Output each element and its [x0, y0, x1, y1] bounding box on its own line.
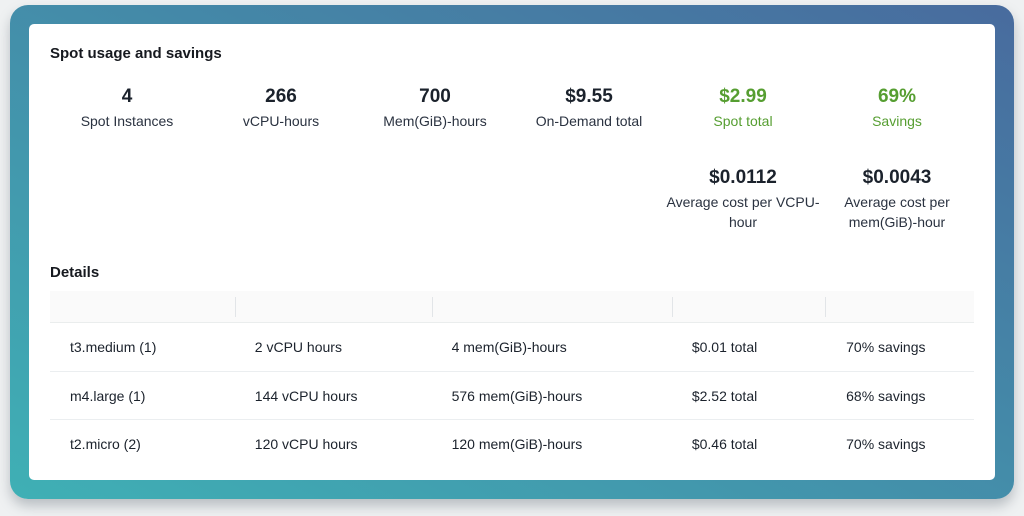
stat-label: Spot Instances: [80, 113, 174, 129]
column-divider: [431, 297, 433, 317]
cell-instance-type: t2.micro (2): [70, 435, 141, 452]
column-divider: [825, 297, 827, 317]
stat-label: Average cost per mem(GiB)-hour: [844, 194, 950, 230]
stat-spot-instances: 4 Spot Instances: [50, 84, 204, 131]
stat-vcpu-hours: 266 vCPU-hours: [204, 84, 358, 131]
stat-spot-total: $2.99 Spot total: [666, 84, 820, 131]
cell-savings: 70% savings: [846, 435, 926, 452]
spot-savings-panel: Spot usage and savings 4 Spot Instances …: [10, 5, 1014, 499]
cell-vcpu-hours: 120 vCPU hours: [254, 435, 358, 452]
panel-title: Spot usage and savings: [50, 45, 222, 62]
cell-instance-type: m4.large (1): [70, 387, 146, 404]
stat-value: 266: [265, 86, 297, 107]
cell-total-cost: $0.01 total: [691, 339, 758, 355]
stat-avg-cost-mem: $0.0043 Average cost per mem(GiB)-hour: [820, 165, 974, 232]
table-row: t3.medium (1) 2 vCPU hours 4 mem(GiB)-ho…: [50, 323, 974, 371]
table-row: m4.large (1) 144 vCPU hours 576 mem(GiB)…: [50, 371, 974, 419]
cell-savings: 70% savings: [846, 339, 926, 355]
stat-value: $9.55: [565, 86, 613, 107]
cell-mem-hours: 4 mem(GiB)-hours: [451, 339, 567, 355]
table-row: t2.micro (2) 120 vCPU hours 120 mem(GiB)…: [50, 419, 974, 467]
stat-savings-percent: 69% Savings: [820, 84, 974, 131]
stat-on-demand-total: $9.55 On-Demand total: [512, 84, 666, 131]
cell-vcpu-hours: 144 vCPU hours: [254, 387, 358, 404]
stat-label: Mem(GiB)-hours: [383, 113, 487, 129]
summary-stats: 4 Spot Instances 266 vCPU-hours 700 Mem(…: [50, 84, 974, 232]
table-header-row: [50, 291, 974, 323]
cell-savings: 68% savings: [846, 387, 926, 404]
stat-label: On-Demand total: [535, 113, 643, 129]
stat-value: 4: [121, 86, 133, 107]
stat-value: $2.99: [719, 86, 767, 107]
cell-mem-hours: 120 mem(GiB)-hours: [451, 435, 583, 452]
cell-instance-type: t3.medium (1): [70, 339, 157, 355]
cell-vcpu-hours: 2 vCPU hours: [254, 339, 342, 355]
stat-value: 700: [419, 86, 451, 107]
stat-label: Spot total: [713, 113, 773, 129]
cell-total-cost: $2.52 total: [691, 387, 758, 404]
details-table: t3.medium (1) 2 vCPU hours 4 mem(GiB)-ho…: [50, 291, 974, 467]
stat-label: vCPU-hours: [242, 113, 320, 129]
cell-total-cost: $0.46 total: [691, 435, 758, 452]
stat-avg-cost-vcpu: $0.0112 Average cost per VCPU-hour: [666, 165, 820, 232]
stat-value: 69%: [877, 86, 917, 107]
stat-mem-hours: 700 Mem(GiB)-hours: [358, 84, 512, 131]
stat-label: Savings: [872, 113, 922, 129]
spot-savings-card: Spot usage and savings 4 Spot Instances …: [29, 24, 995, 480]
stat-value: $0.0043: [862, 167, 932, 188]
column-divider: [234, 297, 236, 317]
cell-mem-hours: 576 mem(GiB)-hours: [451, 387, 583, 404]
stat-label: Average cost per VCPU-hour: [666, 194, 820, 230]
stat-value: $0.0112: [709, 167, 777, 188]
column-divider: [671, 297, 673, 317]
details-title: Details: [50, 264, 100, 281]
